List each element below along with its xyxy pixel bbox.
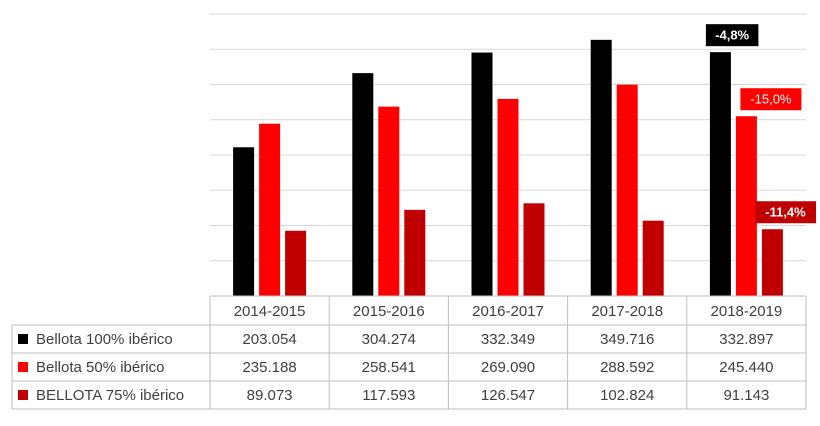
data-value: 269.090 — [481, 359, 535, 376]
bar — [497, 98, 519, 296]
bar — [404, 209, 426, 296]
annotation-badge — [740, 88, 802, 111]
data-value: 126.547 — [481, 387, 535, 404]
legend-swatch — [18, 362, 28, 372]
bar — [590, 39, 612, 296]
data-value: 349.716 — [600, 331, 654, 348]
bar — [735, 116, 757, 296]
data-value: 245.440 — [719, 359, 773, 376]
data-value: 102.824 — [600, 387, 654, 404]
legend-label: Bellota 50% ibérico — [36, 359, 164, 376]
bar — [285, 230, 307, 296]
data-value: 89.073 — [247, 387, 293, 404]
bar — [709, 52, 731, 296]
bar — [471, 52, 493, 296]
category-label: 2017-2018 — [591, 303, 663, 320]
data-value: 258.541 — [362, 359, 416, 376]
annotation-badge — [755, 201, 816, 224]
bar — [259, 123, 281, 297]
annotation-badge — [705, 24, 759, 47]
category-label: 2018-2019 — [711, 303, 783, 320]
bar — [233, 147, 255, 296]
bar — [378, 106, 400, 297]
category-label: 2016-2017 — [472, 303, 544, 320]
data-value: 332.349 — [481, 331, 535, 348]
legend-swatch — [18, 390, 28, 400]
bar — [523, 203, 545, 296]
bar — [616, 84, 638, 297]
legend-label: Bellota 100% ibérico — [36, 331, 173, 348]
data-value: 117.593 — [362, 387, 415, 404]
annotation-label: -15,0% — [750, 92, 792, 107]
data-value: 203.054 — [242, 331, 296, 348]
bar — [642, 220, 664, 296]
bar — [352, 73, 374, 296]
data-value: 91.143 — [723, 387, 769, 404]
category-label: 2015-2016 — [353, 303, 425, 320]
data-value: 288.592 — [600, 359, 654, 376]
bar — [761, 229, 783, 296]
annotation-label: -4,8% — [715, 28, 749, 43]
category-label: 2014-2015 — [234, 303, 306, 320]
data-value: 304.274 — [362, 331, 416, 348]
data-value: 235.188 — [242, 359, 296, 376]
legend-swatch — [18, 334, 28, 344]
annotation-label: -11,4% — [765, 205, 806, 220]
data-value: 332.897 — [719, 331, 773, 348]
legend-label: BELLOTA 75% ibérico — [36, 387, 184, 404]
